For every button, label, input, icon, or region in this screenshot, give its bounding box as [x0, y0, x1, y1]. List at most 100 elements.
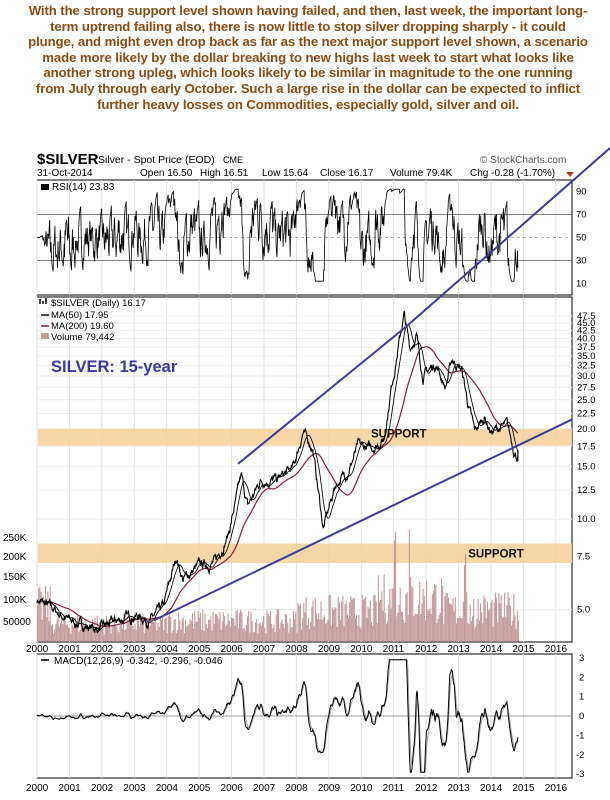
rsi-tick-30: 30 [576, 256, 587, 267]
volume-bar [245, 624, 247, 641]
volume-bar [189, 619, 191, 641]
volume-bar [190, 620, 192, 641]
volume-bar [486, 601, 488, 641]
volume-bar [248, 610, 250, 641]
volume-bar [102, 622, 104, 641]
volume-bar [124, 630, 126, 641]
volume-bar [71, 624, 73, 641]
volume-bar [439, 612, 441, 641]
volume-bar [493, 602, 495, 641]
volume-bar [463, 565, 466, 641]
rsi-tick-90: 90 [576, 187, 587, 198]
volume-bar [191, 613, 194, 641]
price-legend-2: MA(200) 19.60 [51, 321, 114, 332]
volume-bar [198, 617, 200, 641]
volume-bar [377, 574, 379, 641]
volume-bar [235, 611, 237, 641]
x-tick-2015: 2015 [512, 644, 535, 655]
volume-bar [330, 625, 332, 641]
volume-bar [233, 618, 235, 641]
volume-bar [107, 625, 109, 641]
volume-bar [492, 626, 494, 641]
support-band-lower [38, 543, 572, 563]
volume-bar [186, 626, 188, 641]
volume-bar [187, 625, 189, 641]
volume-bar [375, 600, 377, 641]
x-tick-bottom-2002: 2002 [91, 783, 114, 794]
volume-bar [108, 619, 110, 641]
rsi-legend-icon [41, 184, 49, 190]
x-tick-2001: 2001 [58, 644, 81, 655]
x-tick-2014: 2014 [480, 644, 503, 655]
volume-bar [263, 616, 265, 641]
volume-bar [475, 626, 477, 641]
volume-bar [276, 608, 278, 641]
volume-bar [476, 618, 478, 641]
volume-bar [349, 602, 351, 641]
volume-bar [365, 596, 367, 641]
volume-bar [415, 614, 417, 641]
volume-bar [167, 616, 169, 641]
volume-bar [155, 618, 157, 641]
volume-bar [95, 631, 97, 641]
volume-bar [117, 630, 119, 641]
volume-bar [240, 610, 242, 641]
volume-bar [438, 615, 440, 641]
x-tick-bottom-2008: 2008 [285, 783, 308, 794]
volume-bar [54, 629, 56, 641]
volume-bar [413, 616, 415, 641]
volume-bar [390, 608, 392, 641]
volume-bar [216, 614, 218, 641]
price-line [36, 310, 519, 634]
volume-bar [513, 593, 515, 641]
volume-bar [287, 623, 289, 641]
volume-bar [321, 619, 323, 641]
lower-uptrend-line [153, 418, 573, 622]
volume-bar [494, 592, 496, 641]
volume-bar [137, 621, 140, 641]
volume-bar [367, 606, 369, 641]
volume-bar [51, 624, 54, 641]
volume-bar [471, 616, 474, 641]
volume-bar [274, 632, 276, 641]
volume-bar [175, 632, 177, 641]
x-tick-2000: 2000 [26, 644, 49, 655]
x-tick-2010: 2010 [350, 644, 373, 655]
volume-bar [63, 614, 65, 641]
price-tick-10.0: 10.0 [577, 514, 596, 525]
volume-bar [434, 583, 436, 641]
x-tick-2004: 2004 [156, 644, 179, 655]
volume-bar [393, 540, 396, 641]
volume-bar [185, 619, 187, 641]
volume-bar [58, 626, 60, 641]
volume-tick-50000: 50000 [3, 617, 31, 628]
volume-bar [156, 630, 158, 641]
volume-bar [338, 602, 340, 641]
volume-bar [461, 618, 463, 641]
x-tick-2005: 2005 [188, 644, 211, 655]
volume-bar [447, 597, 449, 641]
volume-bar [467, 622, 469, 641]
volume-bar [87, 627, 89, 641]
volume-bar [142, 614, 144, 641]
volume-bar [465, 553, 467, 641]
volume-bar [409, 576, 412, 641]
volume-bar [154, 622, 156, 641]
volume-tick-150K: 150K [3, 572, 27, 583]
volume-bar [490, 602, 492, 641]
volume-bar [174, 618, 176, 641]
volume-bar [237, 628, 239, 641]
volume-bar [362, 599, 365, 641]
volume-bar [292, 610, 295, 641]
volume-bar [211, 630, 213, 641]
volume-bar [253, 632, 255, 641]
volume-bar [229, 626, 231, 641]
volume-bar [391, 588, 393, 641]
volume-bar [89, 626, 91, 641]
volume-bar [515, 629, 517, 641]
volume-bar [48, 621, 50, 641]
volume-bar [146, 620, 148, 641]
volume-bar [353, 598, 355, 641]
volume-bar [268, 616, 270, 641]
